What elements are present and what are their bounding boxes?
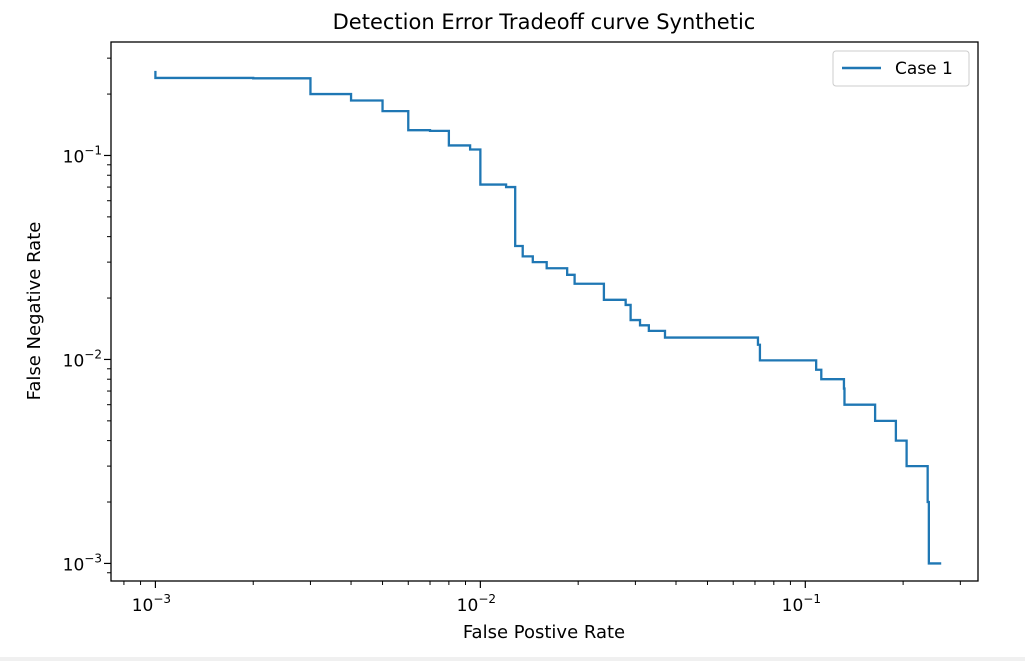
x-tick-label-1: 10−3 bbox=[132, 592, 171, 616]
x-tick-label-3: 10−1 bbox=[782, 592, 821, 616]
legend: Case 1 bbox=[832, 50, 970, 87]
plot-frame bbox=[110, 41, 979, 582]
chart-title: Detection Error Tradeoff curve Synthetic bbox=[333, 10, 756, 34]
bottom-strip bbox=[0, 657, 1025, 661]
x-axis-label: False Postive Rate bbox=[463, 622, 625, 643]
series-line-1 bbox=[154, 70, 942, 565]
y-tick-label-2: 10−2 bbox=[63, 347, 102, 371]
plot-area: 10−3 10−2 10−1 10−3 10−2 10−1 bbox=[63, 41, 979, 616]
y-tick-label-1: 10−3 bbox=[63, 551, 102, 575]
y-axis-label: False Negative Rate bbox=[24, 222, 45, 401]
series-layer bbox=[154, 70, 942, 565]
x-tick-label-2: 10−2 bbox=[457, 592, 496, 616]
x-axis-ticks: 10−3 10−2 10−1 bbox=[123, 581, 961, 616]
y-tick-label-3: 10−1 bbox=[63, 143, 102, 167]
y-axis-ticks: 10−3 10−2 10−1 bbox=[63, 57, 111, 575]
legend-box bbox=[832, 50, 970, 87]
legend-label-case-1: Case 1 bbox=[895, 59, 953, 79]
